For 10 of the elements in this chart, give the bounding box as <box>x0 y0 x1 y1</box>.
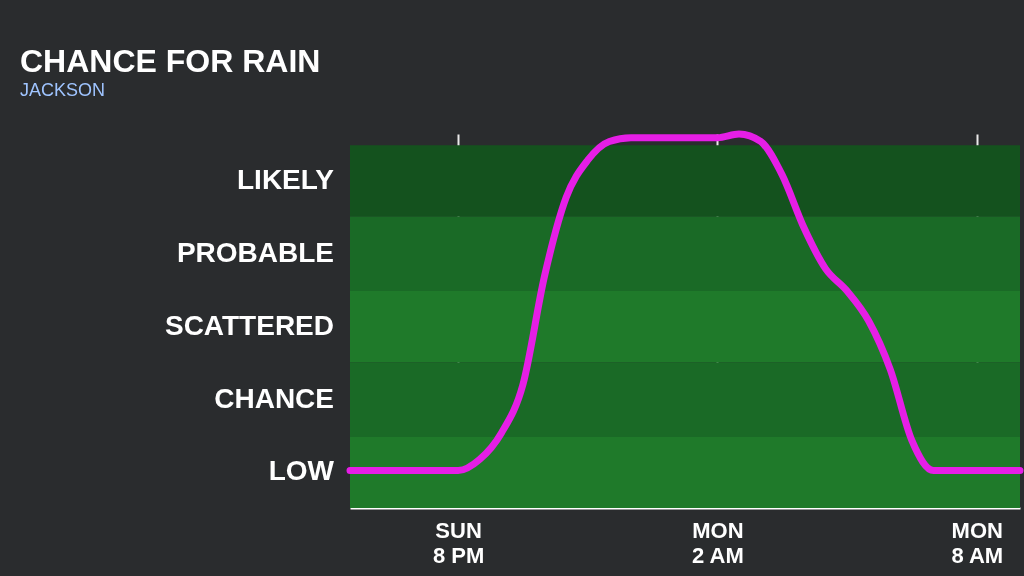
band-label: LIKELY <box>237 163 335 195</box>
band-label: CHANCE <box>214 382 334 414</box>
band-label: SCATTERED <box>164 309 334 341</box>
band-label: LOW <box>268 455 335 487</box>
x-tick-label: SUN 8 PM <box>432 517 485 568</box>
x-tick-label: MON 8 AM <box>951 517 1004 568</box>
x-tick-label: MON 2 AM <box>692 517 744 568</box>
text: JACKSON <box>20 79 106 100</box>
chart-title: CHANCE FOR RAIN <box>20 42 321 79</box>
band-label: PROBABLE <box>176 236 334 268</box>
